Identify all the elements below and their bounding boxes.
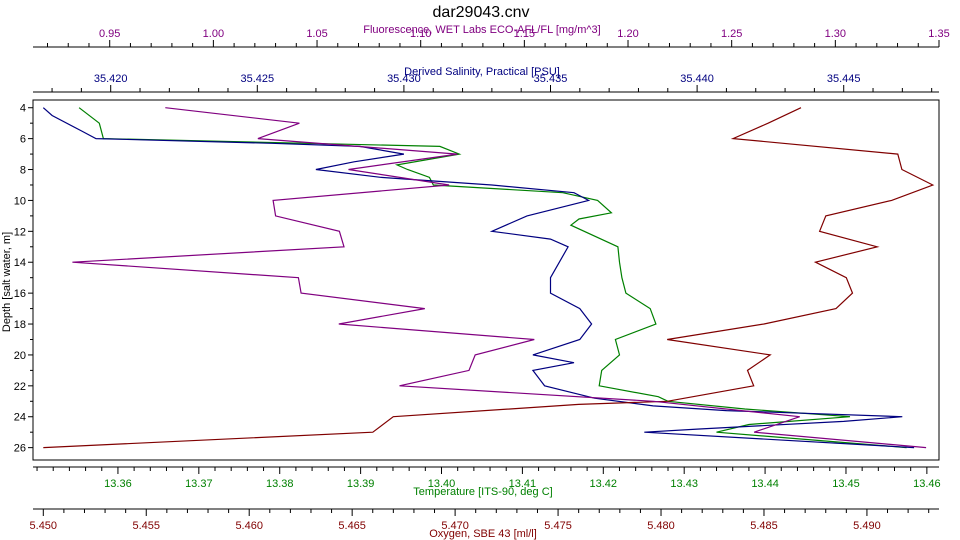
temperature-axis: 13.36 13.37 13.38 13.39 13.40 13.41 13.42 13.43… xyxy=(33,466,941,498)
series-layer xyxy=(42,107,935,449)
temperature-tick-label: 13.44 xyxy=(751,478,779,490)
salinity-tick-label: 35.420 xyxy=(94,73,128,85)
temperature-tick-label: 13.43 xyxy=(670,478,698,490)
temperature-tick-label: 13.37 xyxy=(185,478,213,490)
fluorescence-tick-label: 1.25 xyxy=(721,28,742,40)
salinity-tick-label: 35.440 xyxy=(680,73,714,85)
plot-frame xyxy=(32,99,940,461)
salinity-axis-label: Derived Salinity, Practical [PSU] xyxy=(404,66,560,78)
temperature-tick-label: 13.45 xyxy=(832,478,860,490)
oxygen-tick-label: 5.450 xyxy=(30,520,58,532)
salinity-tick-label: 35.435 xyxy=(534,73,568,85)
salinity-tick-label: 35.430 xyxy=(387,73,421,85)
fluorescence-tick-label: 0.95 xyxy=(99,28,120,40)
depth-tick-label: 22 xyxy=(14,381,26,393)
fluorescence-tick-label: 1.30 xyxy=(825,28,846,40)
fluorescence-tick-label: 1.00 xyxy=(203,28,224,40)
temperature-tick-label: 13.46 xyxy=(913,478,941,490)
temperature-tick-label: 13.38 xyxy=(266,478,294,490)
temperature-axis-label: Temperature [ITS-90, deg C] xyxy=(413,486,552,498)
temperature-tick-label: 13.39 xyxy=(347,478,375,490)
depth-axis: 4 6 8 10 12 14 16 18 20 22 24 26 xyxy=(14,103,33,455)
oxygen-axis: 5.450 5.455 5.460 5.465 5.470 5.475 5.480 5.485… xyxy=(30,508,939,540)
depth-axis-label: Depth [salt water, m] xyxy=(1,232,13,332)
fluorescence-axis: 0.95 1.00 1.05 1.10 1.15 1.20 1.25 1.30 1.35 Fluo… xyxy=(33,24,950,48)
oxygen-tick-label: 5.460 xyxy=(235,520,263,532)
oxygen-tick-label: 5.470 xyxy=(441,520,469,532)
oxygen-series-line xyxy=(43,107,935,449)
oxygen-tick-label: 5.485 xyxy=(750,520,778,532)
fluorescence-tick-label: 1.05 xyxy=(306,28,327,40)
depth-tick-label: 18 xyxy=(14,319,26,331)
depth-tick-label: 24 xyxy=(14,412,26,424)
temperature-tick-label: 13.41 xyxy=(509,478,537,490)
temperature-tick-label: 13.36 xyxy=(104,478,132,490)
oxygen-tick-label: 5.480 xyxy=(647,520,675,532)
fluorescence-tick-label: 1.35 xyxy=(928,28,949,40)
fluorescence-tick-label: 1.15 xyxy=(514,28,535,40)
depth-tick-label: 12 xyxy=(14,226,26,238)
oxygen-tick-label: 5.490 xyxy=(853,520,881,532)
depth-tick-label: 20 xyxy=(14,350,26,362)
temperature-tick-label: 13.42 xyxy=(590,478,618,490)
temperature-series-line xyxy=(78,107,907,449)
depth-tick-label: 6 xyxy=(20,134,26,146)
depth-tick-label: 26 xyxy=(14,443,26,455)
oxygen-tick-label: 5.475 xyxy=(544,520,572,532)
depth-tick-label: 14 xyxy=(14,257,26,269)
fluorescence-tick-label: 1.10 xyxy=(410,28,431,40)
fluorescence-tick-label: 1.20 xyxy=(617,28,638,40)
oxygen-axis-label: Oxygen, SBE 43 [ml/l] xyxy=(429,528,537,540)
salinity-series-line xyxy=(42,107,915,449)
depth-tick-label: 8 xyxy=(20,165,26,177)
fluorescence-axis-label: Fluorescence, WET Labs ECO-AFL/FL [mg/m^… xyxy=(363,24,600,36)
depth-tick-label: 4 xyxy=(20,103,26,115)
depth-tick-label: 16 xyxy=(14,288,26,300)
salinity-tick-label: 35.425 xyxy=(240,73,274,85)
salinity-axis: 35.420 35.425 35.430 35.435 35.440 35.445 Deri… xyxy=(33,66,939,93)
salinity-tick-label: 35.445 xyxy=(827,73,861,85)
oxygen-tick-label: 5.455 xyxy=(132,520,160,532)
x-axes: 0.95 1.00 1.05 1.10 1.15 1.20 1.25 1.30 1.35 Fluo… xyxy=(30,24,950,540)
oxygen-tick-label: 5.465 xyxy=(338,520,366,532)
temperature-tick-label: 13.40 xyxy=(428,478,456,490)
fluorescence-series-line xyxy=(72,107,927,449)
chart-title: dar29043.cnv xyxy=(433,4,530,21)
depth-tick-label: 10 xyxy=(14,195,26,207)
